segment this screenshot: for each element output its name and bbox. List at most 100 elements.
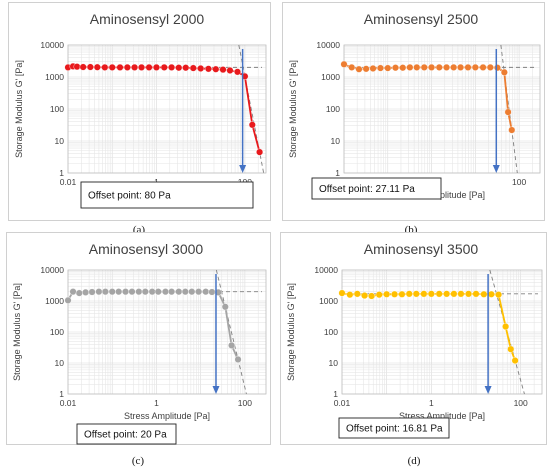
data-point [457,63,465,71]
y-tick-label: 10 [55,136,65,146]
y-axis-label: Storage Modulus G' [Pa] [288,60,298,158]
data-point [384,64,392,72]
data-point [420,290,428,298]
y-tick-label: 1 [59,168,64,178]
data-point [123,63,131,71]
data-point [154,288,162,296]
data-point [346,291,354,299]
offset-label-box [76,423,177,445]
data-point [189,64,197,72]
data-point [197,64,205,72]
data-point [472,290,480,298]
y-tick-label: 100 [324,327,338,337]
data-point [115,288,123,296]
y-tick-label: 10 [55,358,65,368]
data-point [116,63,124,71]
offset-arrow-head [239,165,247,173]
chart-title: Aminosensyl 2500 [364,11,479,27]
data-point [161,288,169,296]
subfigure-label: (c) [132,455,145,467]
data-point [88,288,96,296]
x-tick-label: 1 [154,398,159,408]
data-point [95,288,103,296]
data-point [500,68,508,76]
chart-frame [6,232,271,445]
data-point [340,60,348,68]
data-point [368,292,376,300]
data-point [108,288,116,296]
x-tick-label: 0.01 [334,398,351,408]
chart-title: Aminosensyl 3500 [364,241,479,257]
data-point [108,63,116,71]
y-tick-label: 1 [59,389,64,399]
data-point [391,64,399,72]
y-axis-label: Storage Modulus G' [Pa] [286,283,296,381]
data-point [168,63,176,71]
data-point [507,345,515,353]
data-point [86,63,94,71]
y-tick-label: 1 [335,168,340,178]
y-tick-label: 100 [326,104,340,114]
data-point [508,126,516,134]
offset-arrow-head [212,386,220,394]
x-axis-label: Stress Amplitude [Pa] [124,411,210,421]
data-point [450,63,458,71]
data-point [228,341,236,349]
data-point [338,289,346,297]
data-point [457,290,465,298]
data-point [471,63,479,71]
data-point [75,289,83,297]
data-point [511,357,519,365]
data-point [248,121,256,129]
data-point [182,64,190,72]
data-point [219,66,227,74]
data-point [375,291,383,299]
data-point [353,290,361,298]
data-point [234,355,242,363]
data-point [420,63,428,71]
x-tick-label: 100 [512,177,526,187]
data-point [413,63,421,71]
y-axis-label: Storage Modulus G' [Pa] [14,60,24,158]
x-axis-label: Stress Amplitude [Pa] [399,411,485,421]
plot-area [67,44,267,174]
y-tick-label: 10000 [40,265,64,275]
data-point [361,292,369,300]
data-point [427,290,435,298]
data-point [138,63,146,71]
data-point [348,63,356,71]
y-tick-label: 1 [333,389,338,399]
plot-area [341,269,543,395]
data-point [101,63,109,71]
chart-title: Aminosensyl 2000 [90,11,205,27]
data-point [188,288,196,296]
data-point [168,288,176,296]
data-point [141,288,149,296]
y-tick-label: 10000 [314,265,338,275]
data-point [226,66,234,74]
data-point [145,63,153,71]
x-tick-label: 1 [429,398,434,408]
data-point [69,288,77,296]
y-tick-label: 1000 [45,72,64,82]
data-point [202,288,210,296]
data-point [131,63,139,71]
offset-label: Offset point: 27.11 Pa [319,184,415,195]
data-point [435,290,443,298]
offset-label: Offset point: 80 Pa [88,191,171,202]
x-tick-label: 0.01 [60,398,77,408]
chart-panel-2: Aminosensyl 25001101001000100000.011100S… [282,2,545,236]
data-point [135,288,143,296]
data-point [376,64,384,72]
y-tick-label: 10000 [316,40,340,50]
y-tick-label: 1000 [45,296,64,306]
data-point [233,68,241,76]
data-point [175,288,183,296]
offset-label: Offset point: 16.81 Pa [346,424,443,435]
y-tick-label: 100 [50,327,64,337]
data-point [160,63,168,71]
data-point [204,65,212,73]
data-point [82,288,90,296]
